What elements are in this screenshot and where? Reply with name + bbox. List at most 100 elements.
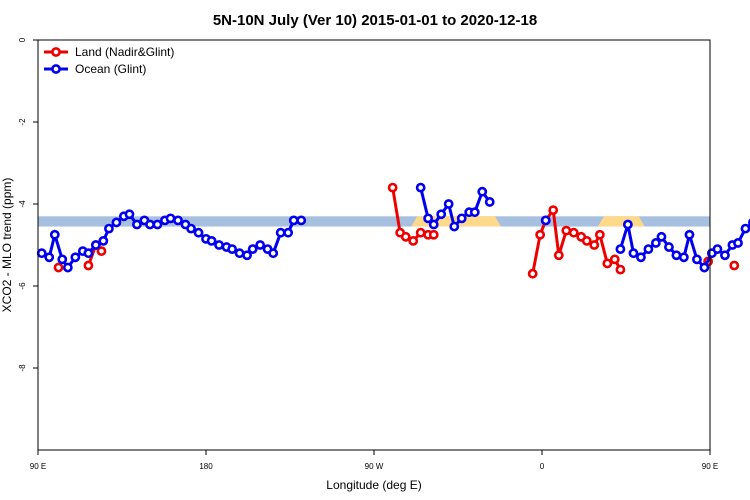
data-point (423, 213, 434, 224)
x-tick-label: 180 (199, 462, 213, 471)
data-point (636, 252, 646, 263)
data-point (622, 219, 633, 230)
data-point (288, 215, 299, 226)
data-point (615, 264, 626, 275)
data-point (57, 254, 68, 265)
legend-marker (51, 47, 61, 57)
data-point (594, 229, 605, 240)
data-point (684, 229, 695, 240)
data-point (553, 250, 564, 261)
legend-marker (51, 64, 61, 74)
data-point (268, 248, 279, 259)
data-point (227, 244, 238, 254)
data-point (664, 242, 674, 252)
x-axis: 90 E 180 90 W 0 90 E (30, 450, 718, 471)
data-point (615, 244, 626, 254)
data-point (436, 209, 447, 220)
data-point (165, 213, 176, 224)
data-point (247, 244, 258, 254)
data-point (602, 258, 613, 269)
data-point (98, 235, 109, 246)
y-axis: 0 -2 -4 -6 -8 (18, 37, 38, 372)
data-point (296, 215, 307, 226)
data-point (692, 254, 702, 265)
data-point (124, 209, 135, 220)
data-point (145, 219, 155, 230)
mean-band (38, 216, 710, 227)
data-point (152, 219, 163, 230)
data-point (477, 186, 488, 197)
data-point (729, 260, 740, 271)
data-point (400, 231, 411, 242)
data-point (173, 215, 183, 226)
data-point (206, 235, 217, 246)
data-point (275, 227, 286, 238)
plot-frame (37, 39, 711, 451)
chart-title: 5N-10N July (Ver 10) 2015-01-01 to 2020-… (213, 12, 537, 29)
data-point (699, 262, 710, 273)
legend-label: Land (Nadir&Glint) (75, 45, 174, 59)
data-point (83, 260, 94, 271)
data-point (656, 231, 667, 242)
x-tick-label: 0 (540, 462, 545, 471)
data-point (484, 197, 495, 207)
x-tick-label: 90 E (30, 462, 46, 471)
data-point (111, 217, 122, 228)
band-ocean (38, 216, 710, 227)
data-point (527, 268, 538, 279)
data-point (96, 246, 107, 257)
y-tick-label: -2 (18, 118, 27, 126)
data-point (589, 240, 600, 250)
data-point (561, 225, 572, 236)
legend: Land (Nadir&Glint) Ocean (Glint) (44, 45, 174, 76)
data-point (62, 262, 73, 273)
y-tick-label: -8 (18, 364, 27, 372)
legend-label: Ocean (Glint) (75, 62, 146, 76)
data-point (535, 229, 546, 240)
band-land-1 (598, 216, 645, 227)
data-point (581, 235, 592, 246)
data-point (671, 250, 682, 261)
y-axis-label: XCO2 - MLO trend (ppm) (0, 178, 14, 313)
data-point (568, 227, 579, 238)
data-point (83, 248, 94, 259)
series-1 (36, 182, 750, 273)
data-point (609, 254, 620, 265)
y-tick-label: -4 (18, 200, 27, 208)
x-tick-label: 90 W (365, 462, 384, 471)
data-point (49, 229, 60, 240)
data-point (90, 240, 101, 250)
data-point (540, 215, 551, 226)
data-point (387, 182, 398, 193)
data-point (428, 219, 439, 230)
x-axis-label: Longitude (deg E) (326, 478, 421, 492)
data-point (428, 229, 439, 240)
data-point (234, 248, 245, 259)
data-point (415, 227, 426, 238)
data-point (255, 240, 266, 250)
data-point (214, 240, 224, 250)
data-point (740, 223, 750, 234)
data-point (628, 248, 639, 259)
data-point (36, 248, 47, 259)
data-point (408, 235, 419, 246)
y-tick-label: 0 (18, 37, 27, 42)
data-point (443, 199, 454, 209)
x-tick-label: 90 E (702, 462, 718, 471)
series-0 (53, 182, 740, 279)
data-point (456, 213, 467, 224)
data-point (242, 250, 252, 261)
data-point (643, 244, 654, 254)
data-point (469, 207, 480, 218)
data-point (720, 250, 730, 261)
data-point (283, 227, 294, 238)
data-point (449, 221, 460, 232)
data-point (415, 182, 426, 193)
data-point (186, 223, 196, 234)
data-point (53, 262, 64, 273)
data-point (678, 252, 689, 263)
series-layer (36, 182, 750, 279)
data-point (132, 219, 142, 230)
data-point (548, 205, 559, 216)
